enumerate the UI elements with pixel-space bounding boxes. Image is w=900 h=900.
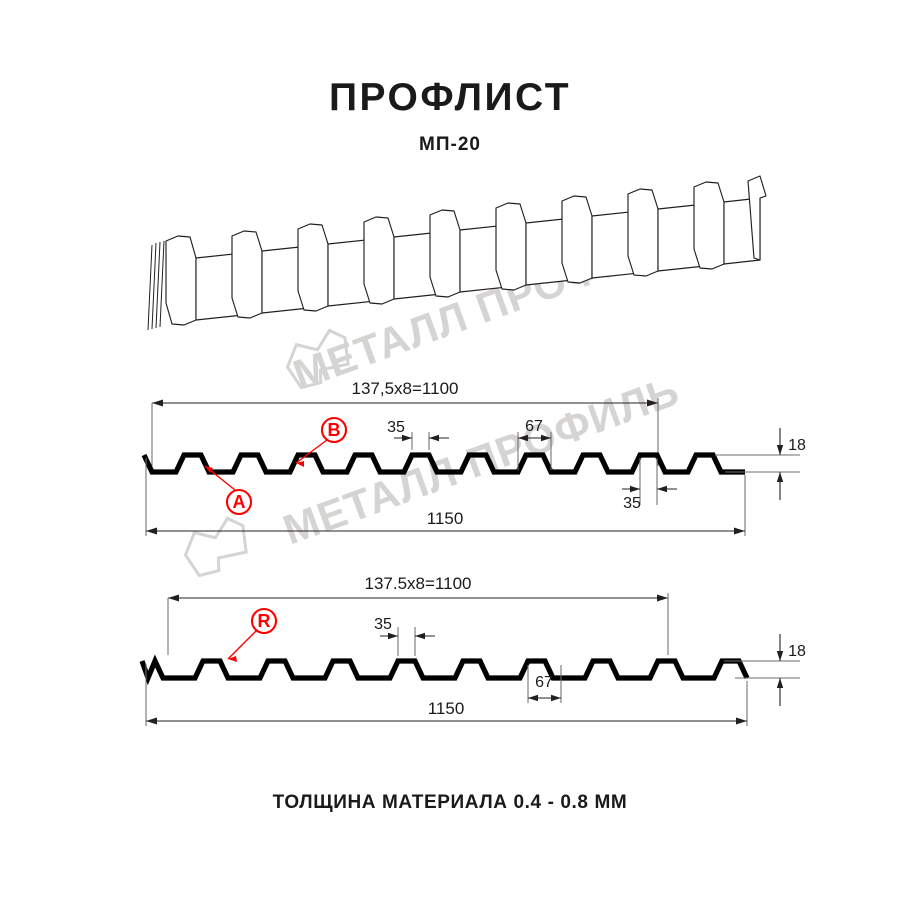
callout-b[interactable]: B [295, 416, 348, 467]
dim-35-top-label: 35 [387, 419, 405, 436]
callout-a-label: A [233, 492, 246, 512]
callout-a-circle[interactable] [225, 488, 253, 516]
callout-r-circle[interactable] [250, 607, 278, 635]
dim-rib-top-width-bottom: 35 [374, 616, 435, 656]
watermark-logo-2 [183, 516, 248, 578]
dim-rib-top-width: 35 [387, 419, 449, 450]
dim-total-width-bottom: 1150 [145, 664, 748, 726]
section-bottom: 137.5x8=1100 35 67 [139, 574, 806, 726]
isometric-sheet-view [147, 175, 767, 331]
page-subtitle: МП-20 [419, 134, 481, 155]
dim-35-bottom-label: 35 [374, 616, 392, 633]
dim-overall-top: 137,5x8=1100 [151, 379, 659, 466]
watermark-logo [285, 328, 350, 390]
section-top: 137,5x8=1100 35 67 [141, 379, 806, 536]
callout-r-label: R [258, 611, 271, 631]
dim-rib-lower-width-top: 35 [622, 458, 677, 512]
page-header: ПРОФЛИСТ МП-20 [0, 78, 900, 156]
material-thickness-note: ТОЛЩИНА МАТЕРИАЛА 0.4 - 0.8 ММ [272, 792, 628, 813]
dim-total-width-top: 1150 [145, 458, 746, 536]
dim-overall-bottom-label: 137.5x8=1100 [365, 574, 472, 593]
dim-35-lower-top-label: 35 [623, 495, 641, 512]
callout-b-circle[interactable] [320, 416, 348, 444]
dim-height-top: 18 [715, 428, 806, 500]
profile-outline-bottom [139, 654, 750, 686]
dim-18-bottom-label: 18 [788, 643, 806, 660]
callout-r[interactable]: R [227, 607, 278, 662]
callout-a[interactable]: A [204, 465, 253, 516]
profile-outline-top [141, 452, 745, 475]
dim-67-top-label: 67 [525, 418, 543, 435]
dim-67-bottom-label: 67 [535, 674, 553, 691]
page-title: ПРОФЛИСТ [328, 76, 572, 119]
dim-valley-width-top: 67 [517, 418, 552, 470]
dim-1150-bottom-label: 1150 [428, 699, 465, 718]
dim-height-bottom: 18 [724, 634, 806, 706]
dim-1150-top-label: 1150 [427, 509, 464, 528]
dim-18-top-label: 18 [788, 437, 806, 454]
dim-overall-bottom: 137.5x8=1100 [167, 574, 669, 655]
callout-b-label: B [328, 420, 341, 440]
dim-overall-top-label: 137,5x8=1100 [352, 379, 459, 398]
dim-valley-width-bottom: 67 [527, 665, 562, 703]
watermark-text-2: МЕТАЛЛ ПРОФИЛЬ [277, 367, 685, 554]
